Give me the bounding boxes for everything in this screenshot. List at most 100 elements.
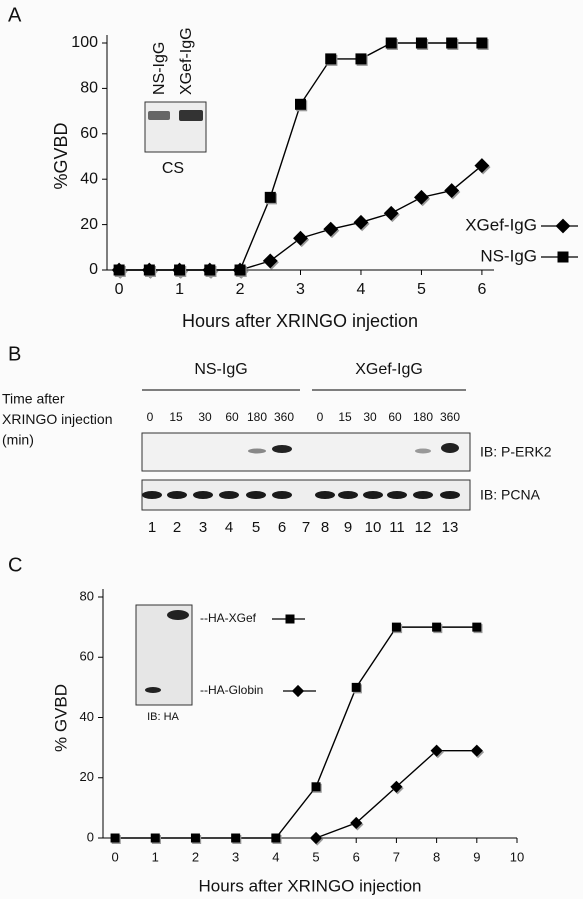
panel-label: C xyxy=(8,554,22,576)
blot-band xyxy=(142,491,162,499)
time-value: 30 xyxy=(363,410,377,424)
x-tick-label: 7 xyxy=(393,849,400,864)
x-tick-label: 5 xyxy=(417,281,426,298)
lane-number: 3 xyxy=(199,519,207,536)
time-value: 0 xyxy=(147,410,154,424)
time-label: Time after xyxy=(2,391,65,407)
time-value: 360 xyxy=(274,410,294,424)
time-label: (min) xyxy=(2,432,34,448)
x-tick-label: 4 xyxy=(272,849,279,864)
marker-square xyxy=(110,833,120,843)
time-value: 30 xyxy=(198,410,212,424)
blot-band xyxy=(167,491,187,499)
blot-band xyxy=(219,491,239,499)
time-value: 180 xyxy=(413,410,433,424)
marker-square xyxy=(271,833,281,843)
time-label: XRINGO injection xyxy=(2,411,112,427)
time-value: 0 xyxy=(317,410,324,424)
inset-label: CS xyxy=(162,160,184,177)
marker-square xyxy=(446,37,458,49)
pcna-bands xyxy=(142,491,460,499)
x-tick-label: 2 xyxy=(236,281,245,298)
blot-band xyxy=(387,491,407,499)
panel-label: B xyxy=(8,343,21,365)
inset-lane-label: XGef-IgG xyxy=(178,27,195,95)
inset-band xyxy=(179,110,203,121)
blot-frame xyxy=(141,432,471,472)
blot-band xyxy=(248,448,266,454)
lane-number: 10 xyxy=(365,519,382,536)
blot-band xyxy=(272,445,292,453)
lane-number: 1 xyxy=(148,519,156,536)
lane-number: 4 xyxy=(225,519,233,536)
marker-square xyxy=(432,622,442,632)
inset-blot xyxy=(135,604,193,706)
x-tick-label: 3 xyxy=(296,281,305,298)
marker-diamond xyxy=(444,183,460,198)
legend-label: XGef-IgG xyxy=(465,215,537,234)
blot-band xyxy=(441,443,459,453)
marker-square xyxy=(476,37,488,49)
legend-marker xyxy=(285,614,295,624)
x-tick-label: 6 xyxy=(353,849,360,864)
legend-label: NS-IgG xyxy=(480,246,537,265)
marker-square xyxy=(415,37,427,49)
marker-diamond xyxy=(350,816,363,830)
marker-diamond xyxy=(309,831,323,845)
blot-band xyxy=(415,448,431,454)
blot-band xyxy=(338,491,358,499)
lane-number: 13 xyxy=(442,519,459,536)
marker-square xyxy=(351,682,361,692)
inset-band xyxy=(148,111,170,120)
marker-diamond xyxy=(383,205,399,221)
x-tick-label: 0 xyxy=(111,849,118,864)
marker-square xyxy=(231,833,241,843)
marker-square xyxy=(295,98,306,110)
lane-number: 12 xyxy=(415,519,432,536)
marker-diamond xyxy=(262,253,278,269)
x-tick-label: 10 xyxy=(510,849,524,864)
lane-number: 5 xyxy=(252,519,260,536)
marker-square xyxy=(174,264,186,276)
lane-number: 2 xyxy=(173,519,181,536)
y-tick-label: 20 xyxy=(80,216,98,233)
marker-diamond xyxy=(470,744,483,757)
y-tick-label: 80 xyxy=(80,80,98,97)
panel-label: A xyxy=(8,4,22,26)
y-tick-label: 40 xyxy=(80,709,94,724)
x-axis-title: Hours after XRINGO injection xyxy=(199,876,422,895)
marker-square xyxy=(385,37,397,49)
x-tick-label: 0 xyxy=(115,281,124,298)
x-tick-label: 5 xyxy=(312,849,319,864)
time-value: 15 xyxy=(338,410,352,424)
time-value: 180 xyxy=(247,410,267,424)
y-tick-label: 40 xyxy=(80,170,98,187)
x-tick-label: 3 xyxy=(232,849,239,864)
marker-square xyxy=(355,53,367,65)
blot-band xyxy=(440,491,460,499)
y-tick-label: 100 xyxy=(71,34,98,51)
y-axis-title: % GVBD xyxy=(51,684,70,752)
marker-diamond xyxy=(414,189,429,205)
time-value: 360 xyxy=(440,410,460,424)
lane-number: 6 xyxy=(278,519,286,536)
marker-diamond xyxy=(430,744,443,757)
lane-number: 8 xyxy=(321,519,329,536)
inset-lane-label: NS-IgG xyxy=(151,42,168,95)
y-tick-label: 80 xyxy=(80,588,94,603)
y-tick-label: 60 xyxy=(80,649,94,664)
series-line xyxy=(115,626,477,839)
marker-square xyxy=(150,833,160,843)
lane-number: 7 xyxy=(302,519,310,536)
inset-label: IB: HA xyxy=(147,711,179,723)
time-value: 15 xyxy=(169,410,183,424)
x-tick-label: 1 xyxy=(152,849,159,864)
blot-band xyxy=(363,491,383,499)
x-tick-label: 4 xyxy=(357,281,366,298)
blot-band xyxy=(193,491,213,499)
y-tick-label: 60 xyxy=(80,125,98,142)
inset-band xyxy=(145,687,161,693)
marker-diamond xyxy=(323,221,339,237)
